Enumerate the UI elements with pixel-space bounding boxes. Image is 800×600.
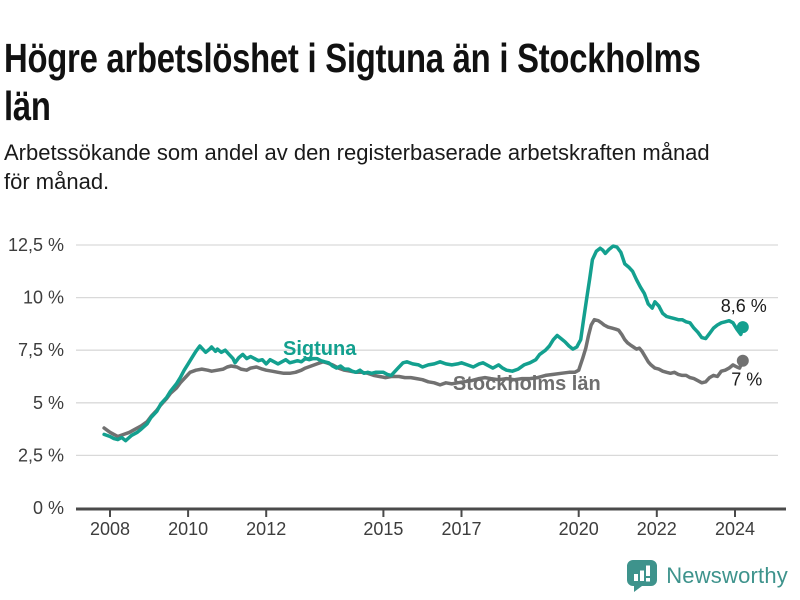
y-tick-label: 12,5 % [8, 235, 64, 255]
y-tick-label: 2,5 % [18, 445, 64, 465]
x-tick-label: 2015 [363, 519, 403, 539]
x-tick-label: 2022 [637, 519, 677, 539]
y-tick-label: 5 % [33, 393, 64, 413]
x-tick-label: 2010 [168, 519, 208, 539]
x-tick-label: 2008 [90, 519, 130, 539]
series-end-value-sigtuna: 8,6 % [721, 296, 767, 316]
series-line-sigtuna [102, 244, 745, 443]
x-tick-label: 2024 [715, 519, 755, 539]
x-tick-label: 2017 [441, 519, 481, 539]
series-end-dot-sigtuna [736, 321, 749, 334]
series-end-value-stockholms-l-n: 7 % [731, 370, 762, 390]
newsworthy-logo-text: Newsworthy [666, 562, 788, 588]
page-title: Högre arbetslöshet i Sigtuna än i Stockh… [4, 35, 701, 129]
y-tick-label: 10 % [23, 288, 64, 308]
series-line-stockholms-l-n [102, 317, 745, 439]
page-subtitle: Arbetssökande som andel av den registerb… [4, 140, 710, 195]
y-tick-label: 7,5 % [18, 340, 64, 360]
newsworthy-logo: Newsworthy [626, 559, 788, 592]
newsworthy-logo-icon [627, 560, 658, 592]
series-label-sigtuna: Sigtuna [283, 338, 357, 360]
series-end-dot-stockholms-l-n [736, 354, 749, 367]
series-label-stockholms-l-n: Stockholms län [453, 373, 601, 395]
x-tick-label: 2012 [246, 519, 286, 539]
y-tick-label: 0 % [33, 498, 64, 518]
x-tick-label: 2020 [559, 519, 599, 539]
